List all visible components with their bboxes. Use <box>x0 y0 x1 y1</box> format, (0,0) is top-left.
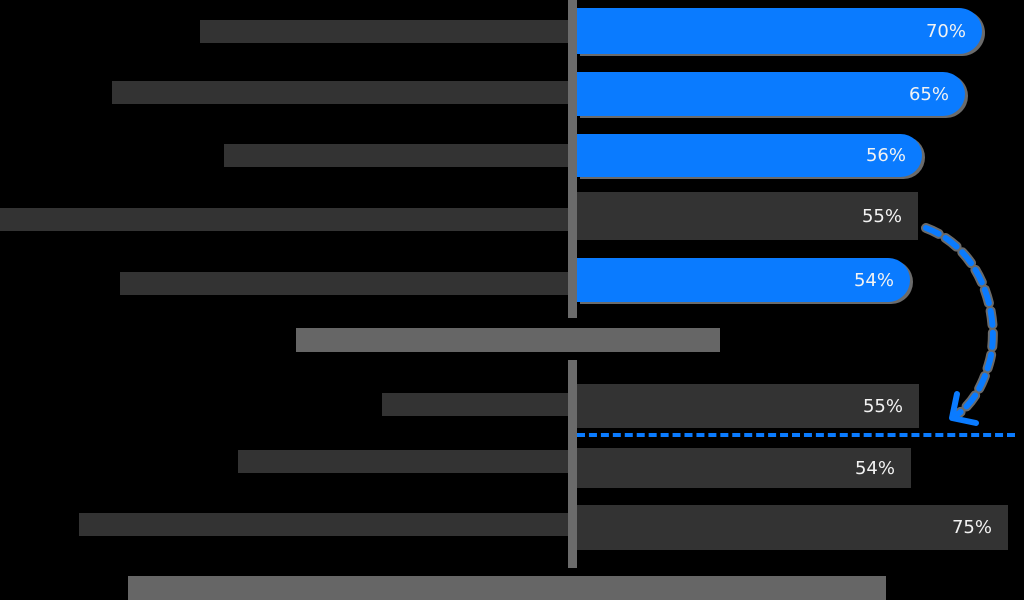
bar-value-3: 56% <box>865 145 906 166</box>
bar-4: 55% <box>577 192 918 240</box>
section-title <box>296 328 720 352</box>
bar-8: 75% <box>577 505 1008 550</box>
bar-value-4: 55% <box>861 205 902 227</box>
category-label-1 <box>200 20 568 43</box>
bar-value-2: 65% <box>908 83 949 105</box>
bar-6: 55% <box>577 384 919 428</box>
bar-value-6: 55% <box>862 395 903 417</box>
axis-line-upper <box>568 0 577 318</box>
bar-value-1: 70% <box>925 20 966 42</box>
footer-note <box>128 576 886 600</box>
axis-line-lower <box>568 360 577 568</box>
bar-2: 65% <box>577 72 965 116</box>
bar-value-8: 75% <box>951 517 992 538</box>
bar-value-7: 54% <box>854 457 895 479</box>
bar-1: 70% <box>577 8 982 54</box>
bar-5: 54% <box>577 258 910 302</box>
category-label-5 <box>120 272 568 295</box>
category-label-3 <box>224 144 568 167</box>
dashed-threshold-line <box>577 433 1015 437</box>
category-label-2 <box>112 81 568 104</box>
category-label-7 <box>238 450 568 473</box>
bar-7: 54% <box>577 448 911 488</box>
category-label-4 <box>0 208 568 231</box>
bar-value-5: 54% <box>853 269 894 291</box>
category-label-6 <box>382 393 568 416</box>
bar-3: 56% <box>577 134 922 177</box>
category-label-8 <box>79 513 568 536</box>
